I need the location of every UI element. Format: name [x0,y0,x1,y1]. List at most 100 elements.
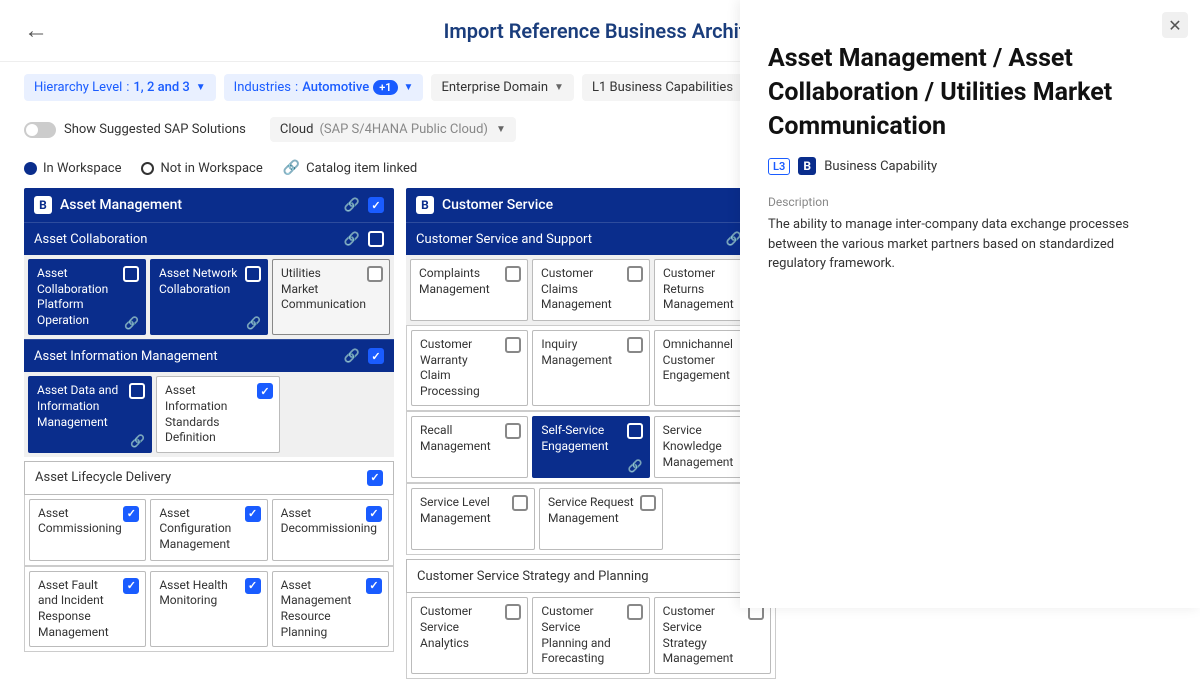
link-icon: 🔗 [246,316,261,330]
capability-letter-icon: B [416,196,434,214]
leaf-title: Self-Service Engagement [541,423,640,454]
capability-leaf[interactable]: Recall Management [411,416,528,478]
capability-leaf[interactable]: Inquiry Management [532,330,649,406]
group-title: Customer Service Strategy and Planning [417,569,741,584]
leaf-title: Service Level Management [420,495,526,526]
leaf-checkbox[interactable] [505,337,521,353]
leaf-title: Asset Collaboration Platform Operation [37,266,137,328]
leaf-title: Asset Network Collaboration [159,266,259,297]
group-title: Asset Lifecycle Delivery [35,470,359,485]
leaf-title: Customer Service Planning and Forecastin… [541,604,640,666]
link-icon: 🔗 [344,232,360,247]
chevron-down-icon: ▼ [196,82,206,93]
capability-leaf[interactable]: Asset Collaboration Platform Operation 🔗 [28,259,146,335]
leaf-checkbox[interactable] [512,495,528,511]
panel-title: Asset Management / Asset Collaboration /… [768,42,1172,143]
link-icon: 🔗 [344,198,360,213]
leaf-checkbox[interactable] [123,266,139,282]
capability-checkbox[interactable] [368,197,384,213]
leaf-checkbox[interactable] [123,506,139,522]
toggle-sap-solutions[interactable]: Show Suggested SAP Solutions [24,122,246,138]
group-checkbox[interactable] [368,231,384,247]
leaf-checkbox[interactable] [366,578,382,594]
capability-leaf[interactable]: Customer Service Strategy Management [654,597,771,673]
capability-leaf[interactable]: Complaints Management [410,259,528,321]
leaf-checkbox[interactable] [640,495,656,511]
type-label: Business Capability [824,159,937,174]
leaf-title: Customer Claims Management [541,266,641,313]
chevron-down-icon: ▼ [404,82,414,93]
filter-industries[interactable]: Industries: Automotive +1 ▼ [224,74,424,101]
capability-leaf[interactable]: Asset Management Resource Planning [272,571,389,647]
capability-leaf[interactable]: Customer Service Planning and Forecastin… [532,597,649,673]
link-icon: 🔗 [283,160,300,176]
leaf-title: Utilities Market Communication [281,266,381,313]
leaf-checkbox[interactable] [505,604,521,620]
group-checkbox[interactable] [367,470,383,486]
leaf-checkbox[interactable] [505,423,521,439]
leaf-title: Inquiry Management [541,337,640,368]
leaf-title: Complaints Management [419,266,519,297]
description-text: The ability to manage inter-company data… [768,215,1172,274]
capability-leaf[interactable]: Asset Data and Information Management 🔗 [28,376,152,452]
column-asset-management: B Asset Management 🔗 Asset Collaboration… [24,188,394,679]
leaf-checkbox[interactable] [627,604,643,620]
capability-leaf[interactable]: Self-Service Engagement 🔗 [532,416,649,478]
group-title: Asset Collaboration [34,232,336,247]
leaf-title: Service Request Management [548,495,654,526]
link-icon: 🔗 [130,434,145,448]
leaf-checkbox[interactable] [627,266,643,282]
side-panel: ✕ Asset Management / Asset Collaboration… [740,0,1200,608]
leaf-checkbox[interactable] [627,337,643,353]
capability-title: Customer Service [442,197,766,213]
back-arrow-icon[interactable]: ← [24,16,48,45]
cloud-selector[interactable]: Cloud (SAP S/4HANA Public Cloud) ▼ [270,117,516,142]
capability-leaf[interactable]: Asset Information Standards Definition [156,376,280,452]
filled-dot-icon [24,162,37,175]
description-label: Description [768,195,1172,209]
panel-meta: L3 B Business Capability [768,157,1172,175]
legend-not-in-workspace: Not in Workspace [141,161,262,176]
leaf-title: Asset Data and Information Management [37,383,143,430]
capability-leaf[interactable]: Utilities Market Communication [272,259,390,335]
type-badge-icon: B [798,157,816,175]
leaf-checkbox[interactable] [366,506,382,522]
capability-leaf[interactable]: Asset Commissioning [29,499,146,561]
capability-leaf[interactable]: Customer Service Analytics [411,597,528,673]
filter-l1-capabilities[interactable]: L1 Business Capabilities ▼ [582,74,759,101]
leaf-checkbox[interactable] [627,423,643,439]
leaf-checkbox[interactable] [245,266,261,282]
capability-leaf[interactable]: Customer Claims Management [532,259,650,321]
leaf-checkbox[interactable] [505,266,521,282]
group-checkbox[interactable] [368,348,384,364]
capability-leaf[interactable]: Asset Health Monitoring [150,571,267,647]
capability-leaf[interactable]: Asset Network Collaboration 🔗 [150,259,268,335]
leaf-checkbox[interactable] [129,383,145,399]
capability-leaf[interactable]: Asset Decommissioning [272,499,389,561]
filter-hierarchy[interactable]: Hierarchy Level: 1, 2 and 3 ▼ [24,74,216,101]
outline-dot-icon [141,162,154,175]
link-icon: 🔗 [628,459,643,473]
column-customer-service: B Customer Service Customer Service and … [406,188,776,679]
leaf-title: Asset Health Monitoring [159,578,258,609]
filter-enterprise-domain[interactable]: Enterprise Domain ▼ [431,74,573,101]
capability-leaf[interactable]: Asset Configuration Management [150,499,267,561]
close-button[interactable]: ✕ [1162,12,1188,38]
toggle-switch[interactable] [24,122,56,138]
capability-leaf[interactable]: Service Request Management [539,488,663,550]
capability-title: Asset Management [60,197,336,213]
group-title: Asset Information Management [34,349,336,364]
chevron-down-icon: ▼ [554,82,564,93]
leaf-checkbox[interactable] [123,578,139,594]
legend-in-workspace: In Workspace [24,161,121,176]
capability-leaf[interactable]: Asset Fault and Incident Response Manage… [29,571,146,647]
leaf-title: Asset Information Standards Definition [165,383,271,445]
leaf-checkbox[interactable] [245,578,261,594]
capability-leaf[interactable]: Customer Warranty Claim Processing [411,330,528,406]
leaf-checkbox[interactable] [367,266,383,282]
chevron-down-icon: ▼ [496,124,506,135]
leaf-checkbox[interactable] [245,506,261,522]
capability-leaf[interactable]: Service Level Management [411,488,535,550]
capability-letter-icon: B [34,196,52,214]
leaf-checkbox[interactable] [257,383,273,399]
